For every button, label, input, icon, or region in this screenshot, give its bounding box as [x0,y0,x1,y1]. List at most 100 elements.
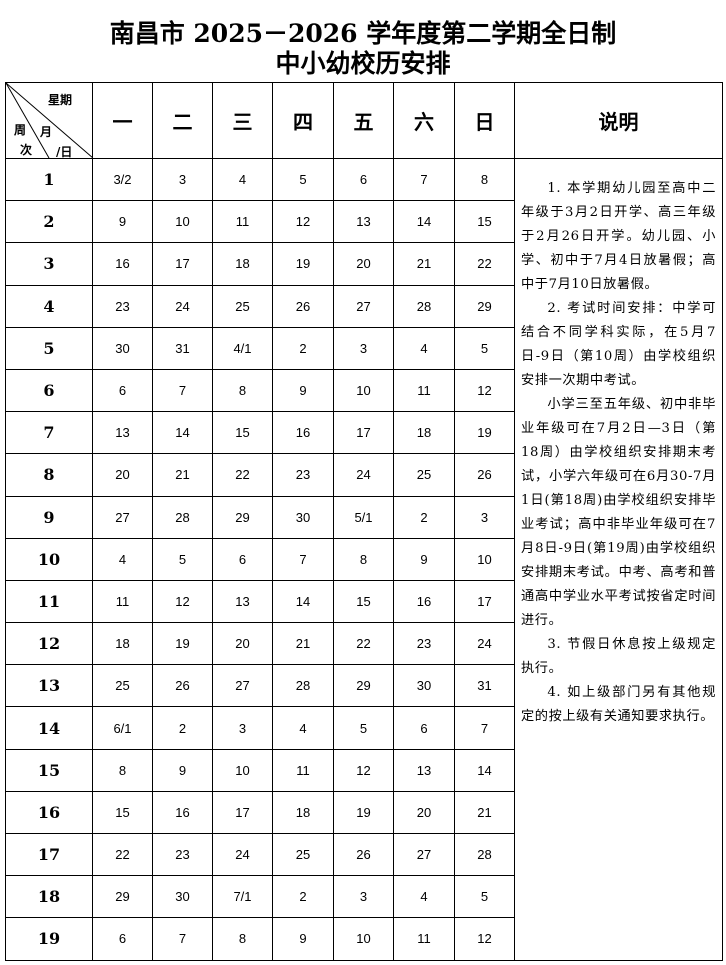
day-cell: 3 [333,875,394,919]
day-cell: 28 [272,664,334,708]
page-title: 南昌市 2025－2026 学年度第二学期全日制 [109,19,617,48]
day-cell: 13 [212,579,273,624]
day-cell: 12 [454,917,515,961]
corner-diagonals [6,83,93,158]
table-row: 16 15 16 17 18 19 20 21 [5,790,723,835]
day-cell: 13 [393,748,455,792]
day-cell: 12 [454,368,515,413]
day-cell: 27 [92,495,153,539]
day-cell: 6 [212,537,273,581]
day-cell: 8 [212,917,273,961]
day-cell: 12 [333,748,394,792]
day-cell: 31 [454,664,515,708]
notes-cell: 1. 本学期幼儿园至高中二年级于3月2日开学、高三年级于2月26日开学。幼儿园、… [514,158,723,961]
day-cell: 5 [454,875,515,919]
weekday-header: 三 [212,82,273,159]
day-cell: 13 [333,200,394,244]
day-cell: 4/1 [212,326,273,370]
day-cell: 30 [393,664,455,708]
day-cell: 14 [393,200,455,244]
table-row: 5 30 31 4/1 2 3 4 5 [5,326,723,370]
day-cell: 22 [454,242,515,286]
week-number: 2 [5,200,93,244]
day-cell: 23 [92,284,153,328]
day-cell: 8 [212,368,273,413]
table-row: 18 29 30 7/1 2 3 4 5 [5,875,723,919]
corner-day-label: /日 [56,145,73,159]
week-number: 7 [5,411,93,455]
week-number: 5 [5,326,93,370]
day-cell: 31 [152,326,213,370]
day-cell: 9 [272,368,334,413]
day-cell: 7 [454,706,515,750]
day-cell: 16 [152,790,213,835]
day-cell: 21 [393,242,455,286]
day-cell: 15 [212,411,273,455]
day-cell: 26 [272,284,334,328]
day-cell: 20 [92,453,153,497]
corner-month-label: 月 [40,125,53,139]
table-row: 7 13 14 15 16 17 18 19 [5,411,723,455]
day-cell: 6/1 [92,706,153,750]
day-cell: 5 [333,706,394,750]
day-cell: 18 [272,790,334,835]
table-row: 14 6/1 2 3 4 5 6 7 [5,706,723,750]
week-number: 16 [5,790,93,835]
day-cell: 11 [272,748,334,792]
day-cell: 21 [272,622,334,666]
day-cell: 29 [92,875,153,919]
day-cell: 13 [92,411,153,455]
day-cell: 17 [454,579,515,624]
day-cell: 20 [333,242,394,286]
notes-header: 说明 [514,82,723,159]
week-number: 1 [5,157,93,202]
day-cell: 29 [212,495,273,539]
weekday-header: 日 [454,82,515,159]
day-cell: 22 [92,832,153,877]
day-cell: 10 [333,368,394,413]
day-cell: 29 [333,664,394,708]
page-subtitle: 中小幼校历安排 [275,49,451,78]
day-cell: 25 [92,664,153,708]
day-cell: 3 [333,326,394,370]
day-cell: 30 [272,495,334,539]
day-cell: 10 [152,200,213,244]
table-row: 10 4 5 6 7 8 9 10 [5,537,723,581]
day-cell: 11 [92,579,153,624]
day-cell: 27 [393,832,455,877]
corner-weekday-label: 星期 [48,93,73,107]
day-cell: 10 [212,748,273,792]
week-number: 3 [5,242,93,286]
day-cell: 25 [212,284,273,328]
week-number: 19 [5,917,93,961]
day-cell: 21 [152,453,213,497]
day-cell: 14 [152,411,213,455]
day-cell: 14 [454,748,515,792]
week-number: 17 [5,832,93,877]
table-row: 8 20 21 22 23 24 25 26 [5,453,723,497]
day-cell: 11 [393,917,455,961]
day-cell: 25 [393,453,455,497]
week-number: 6 [5,368,93,413]
day-cell: 16 [393,579,455,624]
day-cell: 2 [393,495,455,539]
week-number: 14 [5,706,93,750]
day-cell: 6 [333,157,394,202]
table-row: 1 3/2 3 4 5 6 7 8 1. 本学期幼儿园至高中二年级于3月2日开学、高三年级于2月… [5,157,723,961]
day-cell: 8 [454,157,515,202]
day-cell: 7 [272,537,334,581]
weekday-header: 六 [393,82,455,159]
table-row: 12 18 19 20 21 22 23 24 [5,622,723,666]
day-cell: 19 [152,622,213,666]
day-cell: 5 [272,157,334,202]
day-cell: 30 [92,326,153,370]
day-cell: 17 [333,411,394,455]
day-cell: 5/1 [333,495,394,539]
week-number: 10 [5,537,93,581]
table-row: 11 11 12 13 14 15 16 17 [5,579,723,624]
table-row: 13 25 26 27 28 29 30 31 [5,664,723,708]
day-cell: 3 [454,495,515,539]
day-cell: 23 [393,622,455,666]
day-cell: 11 [393,368,455,413]
day-cell: 7 [152,917,213,961]
